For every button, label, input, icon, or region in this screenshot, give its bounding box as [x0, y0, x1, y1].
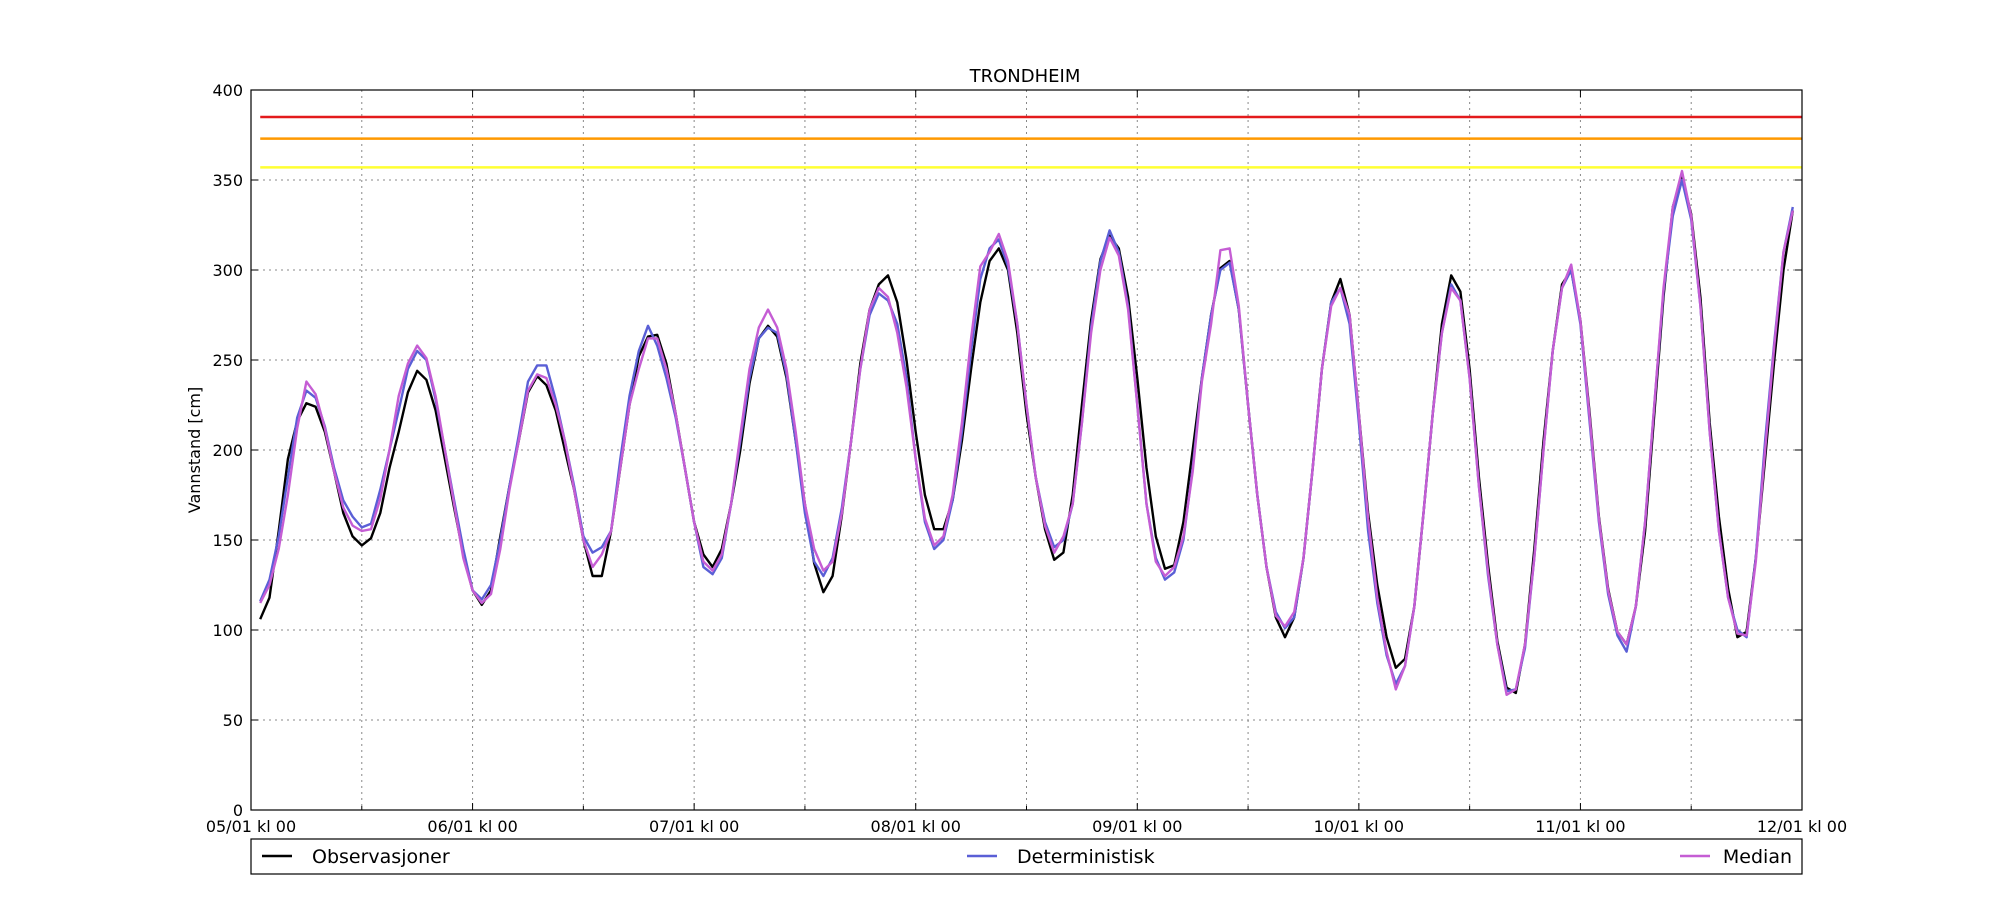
x-tick-label: 12/01 kl 00 [1757, 817, 1847, 836]
y-tick-label: 0 [233, 801, 243, 820]
y-tick-label: 50 [223, 711, 243, 730]
y-tick-label: 300 [212, 261, 243, 280]
x-tick-label: 11/01 kl 00 [1535, 817, 1625, 836]
x-tick-label: 08/01 kl 00 [871, 817, 961, 836]
series-line-median [259, 169, 1794, 696]
x-tick-label: 06/01 kl 00 [427, 817, 517, 836]
x-tick-label: 09/01 kl 00 [1092, 817, 1182, 836]
x-tick-label: 10/01 kl 00 [1314, 817, 1404, 836]
x-tick-label: 07/01 kl 00 [649, 817, 739, 836]
y-tick-label: 150 [212, 531, 243, 550]
y-tick-label: 250 [212, 351, 243, 370]
y-tick-label: 100 [212, 621, 243, 640]
legend-label: Observasjoner [312, 846, 450, 868]
x-tick-label: 05/01 kl 00 [206, 817, 296, 836]
y-tick-label: 350 [212, 171, 243, 190]
y-tick-label: 400 [212, 81, 243, 100]
legend-label: Deterministisk [1017, 846, 1155, 868]
axis-ticks: 0 50 100 150 200 250 300 350 400 05/01 kl 00 06/01… [206, 81, 1847, 836]
legend: Observasjoner Deterministisk Median [250, 838, 1803, 875]
y-tick-label: 200 [212, 441, 243, 460]
chart-title: TRONDHEIM [969, 66, 1081, 87]
legend-label: Median [1723, 846, 1792, 868]
threshold-lines [260, 115, 1802, 169]
legend-frame [250, 838, 1803, 875]
series-lines [259, 169, 1794, 696]
y-axis-label: Vannstand [cm] [185, 387, 204, 513]
